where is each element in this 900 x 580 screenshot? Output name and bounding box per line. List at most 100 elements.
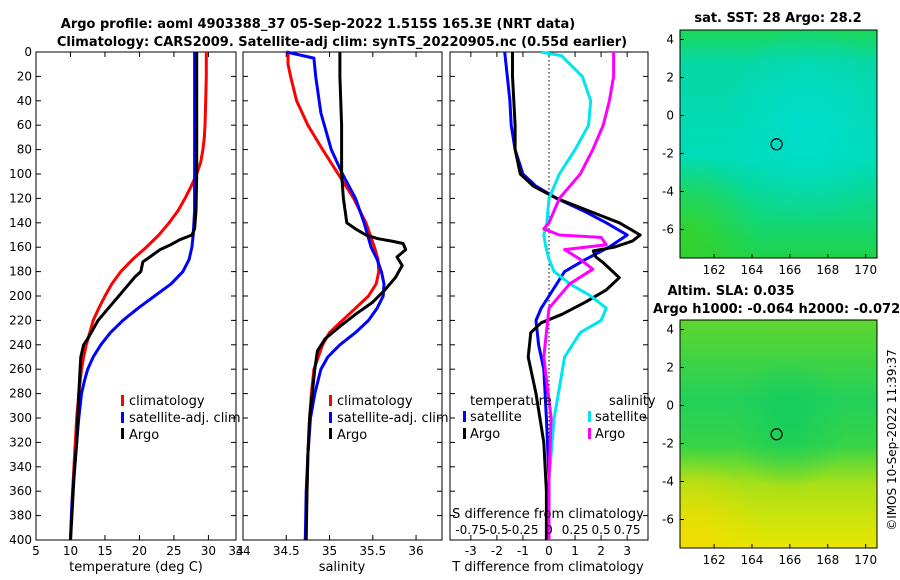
- series-line-temperature-argo: [511, 52, 642, 540]
- legend-swatch-climatology: [329, 395, 332, 406]
- y-tick-label: 360: [9, 484, 32, 498]
- x-tick-label: -2: [491, 544, 503, 558]
- map-y-tick-label: -2: [662, 437, 674, 451]
- x-tick-label: 34: [228, 544, 243, 558]
- x-tick-label: 35.5: [359, 544, 386, 558]
- sla-field-corner: [680, 320, 877, 548]
- y-tick-label: 100: [9, 167, 32, 181]
- difference-legend: temperature salinity satellite Argo sate…: [463, 394, 656, 442]
- legend-swatch-satellite: [329, 412, 332, 423]
- y-tick-label: 160: [9, 240, 32, 254]
- x-tick-label: 34: [235, 544, 250, 558]
- y-tick-label: 220: [9, 313, 32, 327]
- map-x-tick-label: 170: [854, 553, 877, 567]
- difference-profile-panel: -3 -2 -1 0 1 2 3: [449, 50, 649, 558]
- series-line-salinity-satellite: [540, 50, 608, 540]
- map-y-tick-label: 4: [666, 323, 674, 337]
- y-tick-label: 40: [17, 94, 32, 108]
- series-line-argo: [304, 52, 408, 541]
- y-tick-label: 280: [9, 387, 32, 401]
- legend-label-temp-argo: Argo: [470, 427, 500, 442]
- y-tick-label: 140: [9, 216, 32, 230]
- map-y-tick-label: 2: [666, 71, 674, 85]
- salinity-legend: climatology satellite-adj. clim Argo: [329, 394, 449, 443]
- salinity-profile-panel: 34 34.5 35 35.5 36: [235, 50, 443, 558]
- x-tick-label: 20: [132, 544, 147, 558]
- map-y-tick-label: 0: [666, 109, 674, 123]
- sst-map-axes: 162 164 166 168 170 4 2 0 -2 -4 -6: [662, 33, 877, 278]
- legend-label-sal-argo: Argo: [595, 427, 625, 442]
- x-tick-label: 35: [322, 544, 337, 558]
- legend-swatch-sal-satellite: [588, 411, 591, 422]
- legend-label-temp-satellite: satellite: [470, 410, 522, 425]
- temperature-xlabel: temperature (deg C): [69, 560, 203, 575]
- map-x-tick-label: 162: [703, 263, 726, 277]
- map-y-tick-label: -2: [662, 147, 674, 161]
- x-tick-label: 0: [545, 544, 553, 558]
- map-x-tick-label: 168: [816, 263, 839, 277]
- sla-map-axes: 162 164 166 168 170 4 2 0 -2 -4 -6: [662, 323, 877, 568]
- sla-map-frame: [679, 319, 878, 549]
- x-tick-label: -1: [517, 544, 529, 558]
- x-tick-label: 15: [97, 544, 112, 558]
- legend-swatch-temp-argo: [463, 428, 466, 439]
- legend-title-salinity: salinity: [609, 394, 656, 409]
- map-x-tick-label: 170: [854, 263, 877, 277]
- y-tick-label: 400: [9, 533, 32, 547]
- x-tick-label: 10: [63, 544, 78, 558]
- legend-label-satellite: satellite-adj. clim: [337, 411, 449, 426]
- map-x-tick-label: 166: [778, 553, 801, 567]
- sst-field-edge: [680, 30, 877, 258]
- x-tick-label: 2: [597, 544, 605, 558]
- legend-label-argo: Argo: [337, 428, 367, 443]
- temperature-legend: climatology satellite-adj. clim Argo: [121, 394, 241, 443]
- x-tick-label: -3: [465, 544, 477, 558]
- secondary-tick-label: 0.25: [562, 523, 589, 537]
- y-tick-label: 20: [17, 69, 32, 83]
- secondary-tick-label: -0.75: [455, 523, 486, 537]
- y-tick-label: 300: [9, 411, 32, 425]
- imos-watermark: ©IMOS 10-Sep-2022 11:39:37: [885, 349, 899, 531]
- map-x-tick-label: 164: [741, 263, 764, 277]
- y-tick-label: 80: [17, 143, 32, 157]
- x-tick-label: 1: [571, 544, 579, 558]
- legend-title-temperature: temperature: [470, 394, 552, 409]
- map-y-tick-label: 4: [666, 33, 674, 47]
- legend-label-sal-satellite: satellite: [595, 410, 647, 425]
- y-tick-label: 260: [9, 362, 32, 376]
- sla-map-title-line2: Argo h1000: -0.064 h2000: -0.072: [653, 302, 900, 317]
- secondary-tick-label: -0.25: [507, 523, 538, 537]
- sla-map: [679, 319, 878, 549]
- map-x-tick-label: 166: [778, 263, 801, 277]
- sst-map: [679, 29, 878, 259]
- legend-swatch-climatology: [121, 395, 124, 406]
- series-line-temperature-satellite: [503, 51, 629, 540]
- y-tick-label: 60: [17, 118, 32, 132]
- salinity-xlabel: salinity: [319, 560, 366, 575]
- legend-label-argo: Argo: [129, 428, 159, 443]
- y-tick-label: 380: [9, 509, 32, 523]
- x-tick-label: 36: [408, 544, 423, 558]
- y-tick-label: 180: [9, 265, 32, 279]
- secondary-tick-label: 0.75: [614, 523, 641, 537]
- y-tick-label: 240: [9, 338, 32, 352]
- map-y-tick-label: -4: [662, 185, 674, 199]
- sst-map-title: sat. SST: 28 Argo: 28.2: [694, 11, 861, 26]
- secondary-tick-label: -0.5: [485, 523, 508, 537]
- y-tick-label: 200: [9, 289, 32, 303]
- secondary-axis-label: S difference from climatology: [452, 507, 644, 522]
- legend-swatch-sal-argo: [588, 428, 591, 439]
- legend-swatch-argo: [329, 428, 332, 439]
- y-tick-label: 120: [9, 191, 32, 205]
- series-line-argo: [69, 52, 199, 541]
- y-tick-label: 0: [24, 45, 32, 59]
- plot-frame: [35, 51, 237, 541]
- argo-location-marker: [770, 138, 783, 151]
- x-tick-label: 34.5: [273, 544, 300, 558]
- map-x-tick-label: 168: [816, 553, 839, 567]
- map-x-tick-label: 162: [703, 553, 726, 567]
- legend-swatch-satellite: [121, 412, 124, 423]
- x-tick-label: 25: [166, 544, 181, 558]
- secondary-tick-label: 0: [545, 523, 553, 537]
